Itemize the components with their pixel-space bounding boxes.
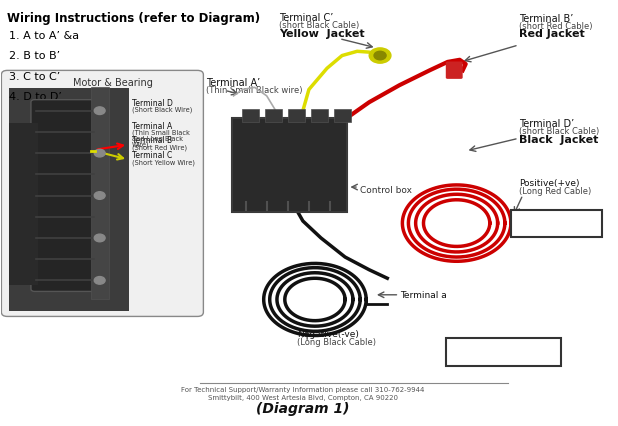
Circle shape — [95, 192, 105, 200]
Text: Wire): Wire) — [132, 141, 150, 148]
FancyBboxPatch shape — [232, 118, 347, 212]
Text: Terminal a: Terminal a — [400, 291, 447, 299]
Text: Terminal D’: Terminal D’ — [519, 119, 574, 129]
Circle shape — [374, 52, 386, 60]
Text: Smittybilt, 400 West Artesia Blvd, Compton, CA 90220: Smittybilt, 400 West Artesia Blvd, Compt… — [208, 394, 398, 400]
Text: (Thin Small Black wire): (Thin Small Black wire) — [206, 86, 303, 95]
Circle shape — [95, 277, 105, 285]
Text: (short Red Cable): (short Red Cable) — [519, 22, 592, 31]
Text: To Battery -: To Battery - — [464, 346, 542, 359]
Text: (Short Red Wire): (Short Red Wire) — [132, 144, 187, 150]
FancyBboxPatch shape — [311, 110, 328, 122]
Text: Motor & Bearing: Motor & Bearing — [73, 78, 153, 88]
Text: Terminal D: Terminal D — [132, 98, 172, 107]
Text: (short Black Cable): (short Black Cable) — [279, 21, 359, 30]
Text: Wiring Instructions (refer to Diagram): Wiring Instructions (refer to Diagram) — [7, 12, 261, 25]
FancyBboxPatch shape — [1, 71, 203, 317]
Text: Positive(+ve): Positive(+ve) — [519, 179, 579, 188]
Text: and Long Black: and Long Black — [132, 135, 183, 141]
FancyBboxPatch shape — [265, 110, 282, 122]
Text: Yellow  Jacket: Yellow Jacket — [279, 29, 365, 38]
Circle shape — [95, 150, 105, 158]
Text: For Technical Support/Warranty Information please call 310-762-9944: For Technical Support/Warranty Informati… — [181, 386, 425, 392]
Text: (short Black Cable): (short Black Cable) — [519, 127, 599, 136]
FancyBboxPatch shape — [9, 89, 129, 311]
Text: (Short Yellow Wire): (Short Yellow Wire) — [132, 159, 195, 165]
Text: (Long Red Cable): (Long Red Cable) — [519, 187, 591, 196]
FancyBboxPatch shape — [288, 110, 305, 122]
Text: Terminal A’: Terminal A’ — [206, 78, 261, 88]
Text: Negative(-ve): Negative(-ve) — [297, 329, 358, 338]
Text: (Short Black Wire): (Short Black Wire) — [132, 106, 192, 113]
Text: Terminal A: Terminal A — [132, 121, 172, 130]
Text: Terminal C: Terminal C — [132, 150, 172, 159]
FancyBboxPatch shape — [446, 339, 561, 367]
Text: To Battery +: To Battery + — [517, 219, 595, 229]
Circle shape — [369, 49, 391, 64]
Text: (Long Black Cable): (Long Black Cable) — [297, 337, 376, 346]
Circle shape — [95, 108, 105, 115]
Text: 2. B to B’: 2. B to B’ — [9, 51, 60, 61]
Text: Terminal B: Terminal B — [132, 136, 172, 145]
Text: 3. C to C’: 3. C to C’ — [9, 72, 60, 82]
Text: (Thin Small Black: (Thin Small Black — [132, 130, 190, 136]
Circle shape — [95, 235, 105, 242]
FancyBboxPatch shape — [334, 110, 350, 122]
Text: (Diagram 1): (Diagram 1) — [256, 401, 350, 415]
FancyBboxPatch shape — [511, 210, 602, 238]
FancyBboxPatch shape — [9, 124, 38, 285]
Text: 4. D to D’: 4. D to D’ — [9, 92, 62, 102]
Text: Terminal B’: Terminal B’ — [519, 14, 573, 24]
FancyBboxPatch shape — [446, 62, 463, 80]
Text: Control box: Control box — [360, 185, 412, 194]
Text: Black  Jacket: Black Jacket — [519, 134, 598, 144]
Text: Red Jacket: Red Jacket — [519, 29, 585, 39]
Text: 1. A to A’ &a: 1. A to A’ &a — [9, 31, 78, 41]
FancyBboxPatch shape — [91, 88, 109, 300]
FancyBboxPatch shape — [242, 110, 259, 122]
Text: Terminal C’: Terminal C’ — [279, 13, 333, 23]
FancyBboxPatch shape — [31, 101, 98, 292]
